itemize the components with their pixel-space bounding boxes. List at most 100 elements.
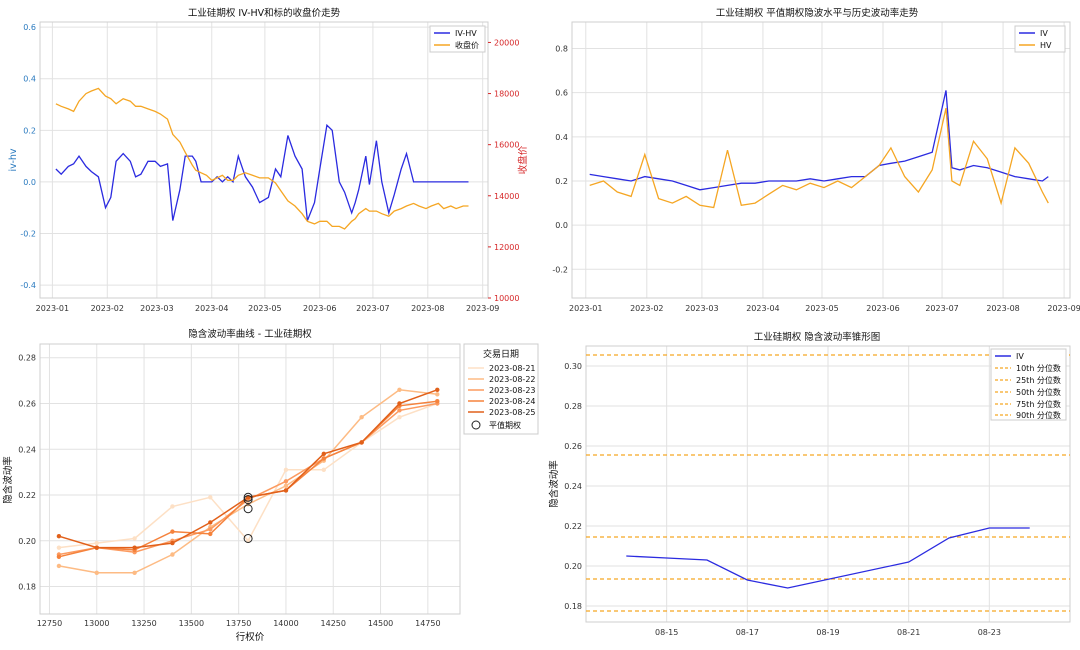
- data-point: [94, 540, 99, 546]
- legend-label: 2023-08-21: [489, 364, 536, 373]
- x-tick-label: 14750: [415, 619, 440, 628]
- y-tick-label: 0.24: [564, 482, 582, 491]
- data-point: [283, 483, 289, 489]
- y-axis-label: iv-hv: [8, 148, 19, 171]
- y-tick-label: 0.2: [23, 126, 36, 135]
- data-point: [435, 399, 440, 404]
- data-point: [170, 540, 175, 546]
- data-point: [245, 495, 251, 500]
- series-layer: [55, 87, 469, 230]
- legend-box: [990, 348, 1067, 421]
- data-point: [283, 479, 289, 484]
- y2-axis-label: 收盘价: [517, 145, 529, 174]
- x-tick-label: 08-15: [655, 628, 678, 637]
- y-tick-label: 0.4: [555, 133, 568, 142]
- series-line: [589, 107, 1049, 209]
- data-point: [397, 415, 402, 420]
- legend-label: 2023-08-24: [489, 397, 536, 406]
- x-tick-label: 2023-03: [140, 304, 173, 313]
- y-tick-label: 0.26: [18, 399, 36, 408]
- x-tick-label: 2023-01: [569, 304, 602, 313]
- x-tick-label: 2023-07: [925, 304, 958, 313]
- y-tick-label: 0.20: [564, 562, 582, 571]
- data-point: [170, 552, 175, 557]
- data-point: [132, 570, 137, 576]
- legend-label: 25th 分位数: [1016, 375, 1061, 385]
- y-tick-label: -0.2: [552, 265, 568, 274]
- data-point: [208, 527, 213, 532]
- data-point: [94, 545, 99, 550]
- y2-tick-label: 14000: [494, 192, 519, 201]
- y-tick-label: 0.8: [555, 44, 568, 53]
- y-tick-label: 0.0: [555, 221, 568, 230]
- data-point: [397, 387, 402, 392]
- x-tick-label: 2023-09: [466, 304, 499, 313]
- legend-label: 75th 分位数: [1016, 399, 1061, 409]
- x-tick-label: 2023-08: [986, 304, 1019, 313]
- legend-box: [429, 25, 486, 53]
- y-tick-label: 0.0: [23, 178, 36, 187]
- data-point: [56, 563, 62, 569]
- series-layer: [586, 354, 1070, 612]
- x-tick-label: 2023-05: [805, 304, 838, 313]
- x-tick-label: 2023-06: [303, 304, 336, 313]
- legend-label: 2023-08-25: [489, 408, 536, 417]
- data-point: [170, 504, 175, 509]
- y-tick-label: 0.20: [18, 537, 36, 546]
- series-layer: [56, 387, 440, 576]
- y-tick-label: 0.6: [555, 89, 568, 98]
- series-line: [55, 123, 469, 221]
- y2-tick-label: 16000: [494, 141, 519, 150]
- grid: [572, 22, 1070, 298]
- data-point: [245, 501, 251, 507]
- atm-marker: [243, 533, 253, 543]
- x-axis-label: 行权价: [236, 631, 265, 643]
- data-point: [397, 401, 402, 406]
- y-tick-label: 0.18: [18, 583, 36, 592]
- y-tick-label: 0.28: [564, 402, 582, 411]
- legend: IV-HV 收盘价: [429, 25, 486, 53]
- plot-frame: [585, 345, 1071, 623]
- atm-marker: [243, 495, 253, 505]
- series-line: [626, 527, 1030, 589]
- y-tick-label: 0.4: [23, 75, 36, 84]
- y2-tick-label: 20000: [494, 38, 519, 47]
- grid: [586, 346, 1070, 622]
- y-tick-label: 0.24: [18, 445, 36, 454]
- y-tick-label: 0.6: [23, 23, 36, 32]
- axes: 08-15 08-17 08-19 08-21 08-23 0.18 0.20 0.22 0.2…: [564, 362, 1001, 637]
- data-point: [170, 529, 175, 534]
- data-point: [397, 408, 402, 413]
- x-tick-label: 2023-06: [866, 304, 899, 313]
- chart-iv-cone: 工业硅期权 隐含波动率锥形图 08-15 08-17 08-19 08-21 08-23…: [548, 331, 1071, 637]
- legend-title: 交易日期: [483, 348, 519, 360]
- legend: IV HV: [1014, 25, 1066, 53]
- legend-box: [1014, 25, 1066, 53]
- y-tick-label: -0.2: [20, 230, 36, 239]
- y-tick-label: 0.22: [18, 491, 36, 500]
- legend-label: 90th 分位数: [1016, 410, 1061, 420]
- axes: 2023-01 2023-02 2023-03 2023-04 2023-05 2023-…: [552, 44, 1080, 313]
- axes: 12750 13000 13250 13500 13750 14000 14250 14500…: [18, 354, 440, 628]
- legend-label: 2023-08-23: [489, 386, 536, 395]
- y-tick-label: 0.28: [18, 354, 36, 363]
- x-tick-label: 08-19: [816, 628, 839, 637]
- data-point: [321, 456, 326, 461]
- series-line: [55, 87, 469, 230]
- data-point: [283, 467, 289, 473]
- atm-marker: [243, 492, 253, 502]
- y-tick-label: 0.26: [564, 442, 582, 451]
- data-point: [208, 495, 213, 500]
- legend-marker: [471, 420, 481, 430]
- x-tick-label: 2023-04: [195, 304, 228, 313]
- chart-iv-hv-trend: 工业硅期权 平值期权隐波水平与历史波动率走势 2023-01 2023-02 202…: [552, 7, 1080, 313]
- x-tick-label: 13000: [84, 619, 109, 628]
- y2-tick-label: 10000: [494, 294, 519, 303]
- x-tick-label: 2023-02: [630, 304, 663, 313]
- grid: [40, 22, 488, 298]
- y2-tick-label: 12000: [494, 243, 519, 252]
- x-tick-label: 2023-04: [746, 304, 779, 313]
- y-tick-label: 0.2: [555, 177, 568, 186]
- y-tick-label: 0.22: [564, 522, 582, 531]
